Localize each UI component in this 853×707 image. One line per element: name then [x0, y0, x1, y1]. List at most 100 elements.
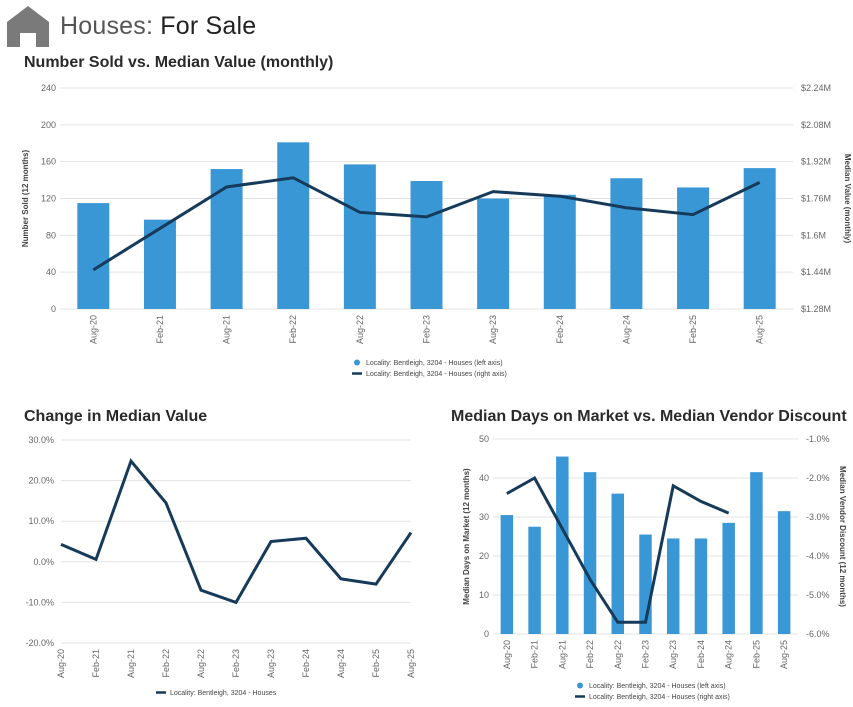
series-line [92, 176, 761, 272]
y2-tick-label: $1.92M [801, 157, 831, 167]
y-tick-label: 80 [46, 230, 56, 240]
y-tick-label: 200 [41, 120, 56, 130]
y2-tick-label: -2.0% [806, 473, 830, 483]
bar [777, 511, 791, 634]
x-tick-label: Feb-21 [91, 649, 101, 678]
bar [543, 194, 576, 309]
y2-tick-label: $1.6M [801, 230, 826, 240]
x-tick-label: Aug-21 [126, 649, 136, 678]
legend-marker-bar [577, 682, 583, 689]
x-tick-label: Aug-25 [779, 640, 789, 669]
x-tick-label: Feb-24 [696, 640, 706, 669]
bar [500, 515, 514, 634]
bar [410, 181, 443, 309]
bar [556, 456, 569, 634]
x-tick-label: Feb-23 [641, 640, 651, 669]
x-tick-label: Aug-24 [336, 649, 346, 678]
y-tick-label: 0 [51, 304, 56, 314]
series-line [60, 458, 413, 605]
y-tick-label: 40 [46, 267, 56, 277]
bar [610, 178, 643, 309]
y-tick-label: 120 [41, 194, 56, 204]
y-tick-label: 160 [41, 157, 56, 167]
x-tick-label: Aug-25 [755, 315, 765, 344]
y2-tick-label: -4.0% [806, 551, 830, 561]
y2-tick-label: $1.76M [801, 194, 831, 204]
legend-label: Locality: Bentleigh, 3204 - Houses (righ… [366, 371, 507, 378]
legend-label: Locality: Bentleigh, 3204 - Houses (left… [589, 683, 726, 690]
legend-marker-bar [354, 359, 360, 366]
y-tick-label: 30.0% [28, 435, 54, 445]
x-tick-label: Aug-22 [613, 640, 623, 669]
house-icon [7, 6, 49, 47]
legend-label: Locality: Bentleigh, 3204 - Houses (righ… [589, 694, 730, 701]
y-tick-label: 40 [479, 473, 489, 483]
y-tick-label: 240 [41, 83, 56, 93]
y-tick-label: 50 [479, 434, 489, 444]
x-tick-label: Feb-24 [301, 649, 311, 678]
x-tick-label: Feb-24 [555, 315, 565, 344]
chart1-title: Number Sold vs. Median Value (monthly) [24, 54, 334, 71]
x-tick-label: Aug-23 [668, 640, 678, 669]
y-tick-label: -20.0% [25, 638, 54, 648]
x-tick-label: Aug-20 [502, 640, 512, 669]
y-tick-label: 0 [484, 629, 489, 639]
y2-tick-label: -3.0% [806, 512, 830, 522]
x-tick-label: Feb-23 [422, 315, 432, 344]
bar [77, 203, 110, 309]
chart3-title: Median Days on Market vs. Median Vendor … [451, 408, 847, 425]
x-tick-label: Feb-21 [155, 315, 165, 344]
bar [722, 522, 735, 634]
x-tick-label: Feb-22 [288, 315, 298, 344]
x-tick-label: Aug-23 [266, 649, 276, 678]
x-tick-label: Feb-22 [585, 640, 595, 669]
bar [528, 526, 541, 634]
y-tick-label: 30 [479, 512, 489, 522]
x-tick-label: Feb-22 [161, 649, 171, 678]
y-tick-label: 10.0% [28, 516, 54, 526]
y2-tick-label: -5.0% [806, 590, 830, 600]
chart2-title: Change in Median Value [24, 408, 208, 425]
bar [611, 493, 625, 634]
bar [750, 472, 763, 634]
bar [583, 472, 597, 634]
y2-tick-label: $2.24M [801, 83, 831, 93]
y-tick-label: -10.0% [25, 597, 54, 607]
y2-axis-title: Median Vendor Discount (12 months) [838, 466, 847, 607]
y-axis-title: Number Sold (12 months) [21, 149, 30, 247]
bar [343, 164, 376, 309]
legend-label: Locality: Bentleigh, 3204 - Houses [170, 690, 277, 697]
x-tick-label: Aug-21 [222, 315, 232, 344]
bar [743, 168, 776, 309]
x-tick-label: Feb-25 [688, 315, 698, 344]
x-tick-label: Aug-24 [724, 640, 734, 669]
y2-tick-label: $1.44M [801, 267, 831, 277]
y2-tick-label: -1.0% [806, 434, 830, 444]
x-tick-label: Aug-23 [488, 315, 498, 344]
bar [666, 538, 680, 634]
series-line [506, 475, 730, 624]
x-tick-label: Aug-22 [355, 315, 365, 344]
x-tick-label: Feb-23 [231, 649, 241, 678]
bar [277, 142, 310, 309]
x-tick-label: Aug-24 [621, 315, 631, 344]
legend-label: Locality: Bentleigh, 3204 - Houses (left… [366, 360, 503, 367]
bar [477, 198, 510, 309]
y-axis-title: Median Days on Market (12 months) [462, 468, 471, 605]
page-title-light: Houses: [60, 11, 154, 40]
x-tick-label: Aug-22 [196, 649, 206, 678]
page-header: Houses: For Sale [6, 4, 256, 48]
y2-axis-title: Median Value (monthly) [843, 154, 852, 244]
x-tick-label: Feb-25 [371, 649, 381, 678]
x-tick-label: Aug-20 [88, 315, 98, 344]
y2-tick-label: $1.28M [801, 304, 831, 314]
x-tick-label: Feb-25 [751, 640, 761, 669]
page-title: Houses: For Sale [60, 12, 256, 41]
y2-tick-label: -6.0% [806, 629, 830, 639]
x-tick-label: Aug-21 [557, 640, 567, 669]
y-tick-label: 10 [479, 590, 489, 600]
x-tick-label: Aug-25 [406, 649, 416, 678]
